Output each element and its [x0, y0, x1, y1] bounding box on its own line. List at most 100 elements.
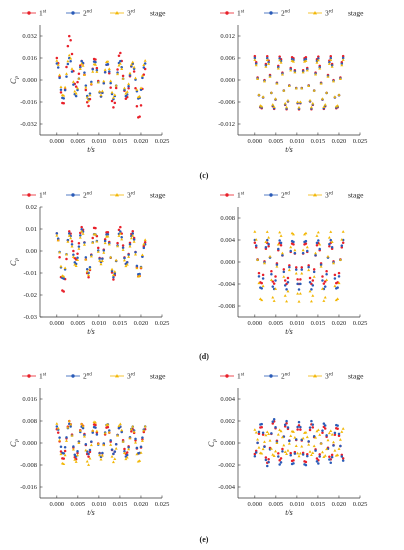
data-point: [142, 428, 146, 432]
y-tick-label: -0.004: [218, 281, 236, 288]
data-point: [123, 447, 126, 451]
data-point: [58, 250, 62, 254]
data-point: [296, 451, 300, 455]
data-point: [129, 427, 133, 431]
data-point: [314, 72, 318, 76]
legend-label-superscript: st: [241, 373, 245, 378]
data-point: [127, 85, 130, 88]
data-point: [332, 79, 336, 83]
data-point: [264, 456, 268, 459]
data-point: [309, 299, 313, 303]
chart-panel-d-right: 0.000 0.005 0.010 0.015 0.020 0.025 0.008 0.004…: [218, 191, 367, 337]
y-tick-label: -0.008: [218, 303, 235, 310]
data-point: [77, 247, 81, 250]
data-point: [79, 64, 82, 67]
data-point: [85, 101, 89, 104]
data-point: [268, 438, 272, 442]
data-point: [87, 455, 90, 458]
data-point: [106, 425, 110, 429]
data-point: [301, 453, 305, 456]
data-point: [82, 434, 86, 438]
data-point: [307, 443, 311, 446]
data-point: [312, 444, 316, 448]
data-point: [69, 236, 73, 240]
data-point: [323, 427, 327, 430]
data-point: [74, 91, 78, 95]
data-point: [65, 75, 68, 78]
data-point: [277, 247, 280, 251]
data-point: [89, 443, 93, 447]
data-point: [328, 455, 331, 458]
data-point: [263, 445, 266, 448]
y-tick-label: 0.01: [26, 226, 37, 233]
data-point: [114, 84, 118, 87]
data-point: [270, 272, 273, 276]
data-point: [95, 66, 99, 70]
x-tick-label: 0.005: [269, 320, 284, 327]
data-point: [114, 446, 118, 450]
data-point: [121, 248, 125, 251]
series-2nd: [253, 56, 345, 110]
data-point: [311, 279, 315, 282]
data-point: [257, 430, 261, 434]
data-point: [91, 68, 94, 71]
x-tick-label: 0.015: [113, 138, 128, 145]
data-point: [326, 254, 330, 258]
data-point: [271, 453, 275, 456]
data-point: [76, 80, 79, 84]
legend-marker-3rd: [115, 193, 119, 197]
data-point: [304, 59, 308, 62]
data-point: [264, 246, 268, 249]
data-point: [329, 230, 333, 233]
x-tick-label: 0.005: [269, 501, 284, 508]
data-point: [307, 264, 310, 267]
data-point: [100, 259, 104, 262]
data-point: [98, 453, 102, 457]
legend-label-superscript: st: [241, 192, 245, 197]
y-tick-label: 0.000: [22, 440, 37, 447]
data-point: [267, 458, 270, 461]
legend-label-1st: 1st: [39, 191, 47, 200]
data-point: [102, 251, 106, 254]
data-point: [266, 56, 269, 60]
x-tick-label: 0.020: [134, 138, 149, 145]
data-point: [139, 451, 143, 454]
data-point: [142, 73, 146, 76]
data-point: [73, 89, 77, 93]
data-point: [311, 426, 315, 429]
data-point: [141, 76, 144, 80]
data-point: [315, 457, 319, 460]
legend-marker-2nd: [71, 193, 75, 197]
data-point: [323, 285, 327, 288]
data-point: [125, 455, 129, 459]
data-point: [279, 429, 283, 433]
data-point: [70, 434, 74, 437]
data-point: [98, 452, 101, 455]
legend-label-3rd: 3rd: [127, 9, 135, 18]
data-point: [333, 95, 337, 98]
data-point: [337, 432, 341, 436]
data-point: [293, 248, 297, 252]
data-point: [87, 463, 91, 466]
data-point: [254, 430, 258, 434]
data-point: [289, 245, 293, 249]
data-point: [322, 422, 326, 425]
data-point: [98, 89, 102, 93]
data-point: [114, 86, 118, 90]
y-tick-label: 0.012: [220, 33, 235, 40]
data-point: [139, 86, 143, 90]
data-point: [299, 428, 302, 431]
data-point: [119, 51, 122, 55]
data-point: [66, 425, 70, 429]
data-point: [322, 105, 326, 109]
data-point: [100, 89, 104, 93]
data-point: [267, 236, 271, 239]
data-point: [77, 242, 81, 245]
data-point: [66, 59, 70, 63]
data-point: [74, 460, 78, 463]
row-label-d: (d): [199, 352, 209, 361]
data-point: [260, 104, 264, 108]
data-point: [314, 449, 317, 452]
data-point: [83, 241, 86, 244]
x-tick-label: 0.010: [290, 501, 305, 508]
